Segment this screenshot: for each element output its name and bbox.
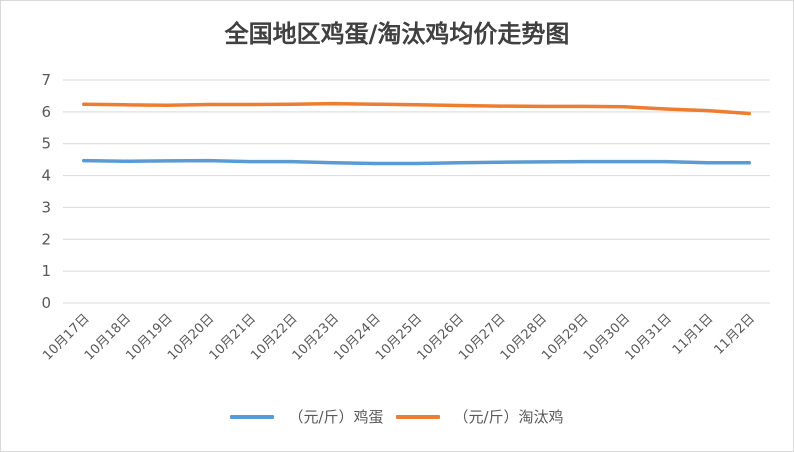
data-point [331, 101, 335, 106]
data-point [539, 160, 543, 164]
y-tick-label: 3 [41, 198, 51, 216]
data-point [165, 103, 169, 107]
data-point [206, 158, 211, 163]
data-point [414, 161, 419, 166]
data-point [248, 159, 252, 164]
chart-legend: （元/斤）鸡蛋 （元/斤）淘汰鸡 [0, 406, 794, 427]
data-point [414, 103, 419, 107]
data-point [206, 102, 211, 107]
data-point [539, 104, 543, 109]
y-tick-label: 4 [41, 167, 51, 185]
y-tick-label: 1 [41, 262, 51, 280]
data-point [123, 159, 127, 163]
data-point [82, 158, 86, 163]
data-point [373, 102, 377, 106]
data-point [664, 107, 668, 111]
y-tick-label: 7 [41, 71, 51, 89]
data-point [622, 105, 627, 109]
data-point [622, 159, 627, 164]
data-point [248, 102, 252, 107]
data-point [290, 159, 294, 164]
y-tick-label: 6 [41, 103, 51, 121]
y-tick-label: 0 [41, 294, 51, 312]
data-point [456, 161, 460, 165]
data-point [82, 102, 86, 106]
chart-title: 全国地区鸡蛋/淘汰鸡均价走势图 [224, 20, 570, 48]
x-tick-label: 11月1日 [670, 311, 717, 358]
y-tick-label: 2 [41, 230, 51, 248]
data-point [331, 161, 335, 165]
data-point [373, 161, 377, 166]
legend-label-egg: （元/斤）鸡蛋 [288, 408, 384, 426]
data-point [123, 103, 127, 107]
data-point [706, 108, 710, 113]
data-point [581, 104, 585, 109]
data-point [747, 161, 751, 165]
legend-label-hen: （元/斤）淘汰鸡 [453, 408, 564, 426]
data-point [165, 159, 169, 163]
data-point [498, 160, 502, 164]
data-point [290, 102, 294, 106]
data-point [747, 111, 751, 116]
legend-swatch-egg [230, 414, 275, 419]
data-point [664, 159, 668, 164]
legend-item-egg: （元/斤）鸡蛋 [230, 406, 384, 427]
data-point [498, 104, 502, 108]
y-tick-label: 5 [41, 135, 51, 153]
legend-swatch-hen [395, 414, 440, 419]
x-tick-label: 11月2日 [711, 311, 758, 358]
legend-item-hen: （元/斤）淘汰鸡 [395, 406, 564, 427]
data-point [581, 159, 585, 164]
data-point [706, 161, 710, 165]
data-point [456, 103, 460, 108]
